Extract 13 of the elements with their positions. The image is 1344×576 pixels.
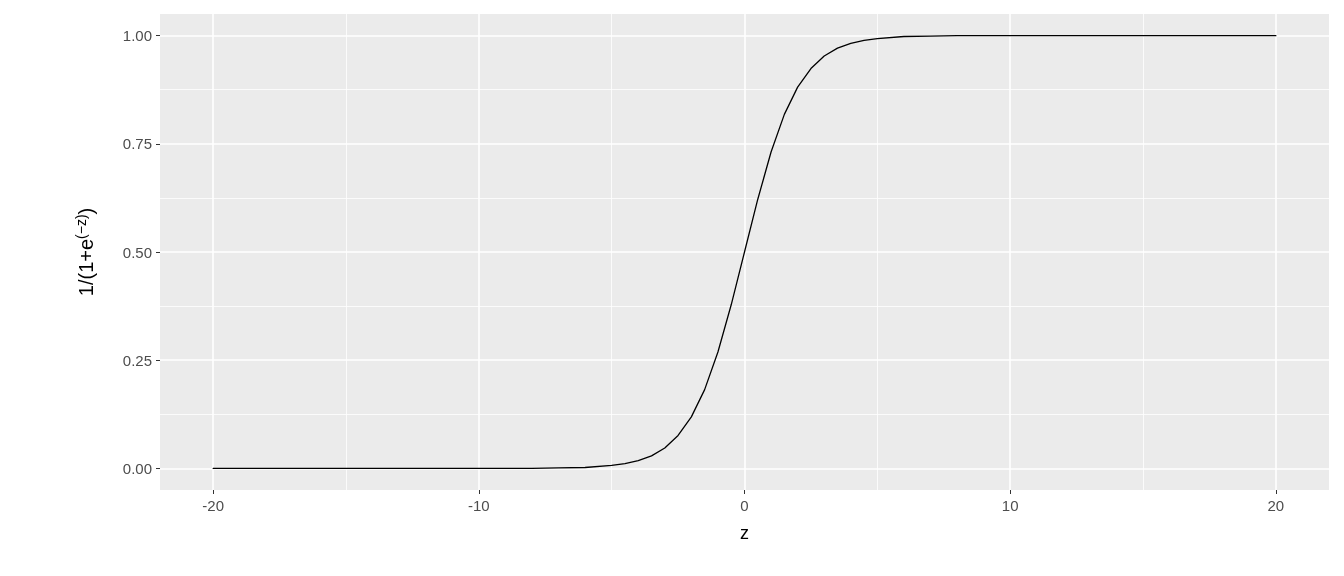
y-tick-label: 0.75 bbox=[122, 135, 152, 153]
x-tick-label: -10 bbox=[467, 497, 490, 514]
y-tick-label: 1.00 bbox=[122, 27, 152, 45]
x-tick-label: 10 bbox=[1001, 497, 1019, 514]
y-axis-title: 1/(1+e(−z)) bbox=[73, 207, 97, 297]
y-tick-label: 0.25 bbox=[122, 351, 152, 369]
x-axis-title: z bbox=[740, 523, 749, 543]
line-series bbox=[212, 34, 1277, 470]
x-tick-label: 20 bbox=[1267, 497, 1285, 514]
x-tick-label: 0 bbox=[740, 497, 749, 514]
y-tick-label: 0.50 bbox=[122, 243, 152, 261]
y-tick-label: 0.00 bbox=[122, 459, 152, 477]
x-tick-label: -20 bbox=[202, 497, 224, 514]
